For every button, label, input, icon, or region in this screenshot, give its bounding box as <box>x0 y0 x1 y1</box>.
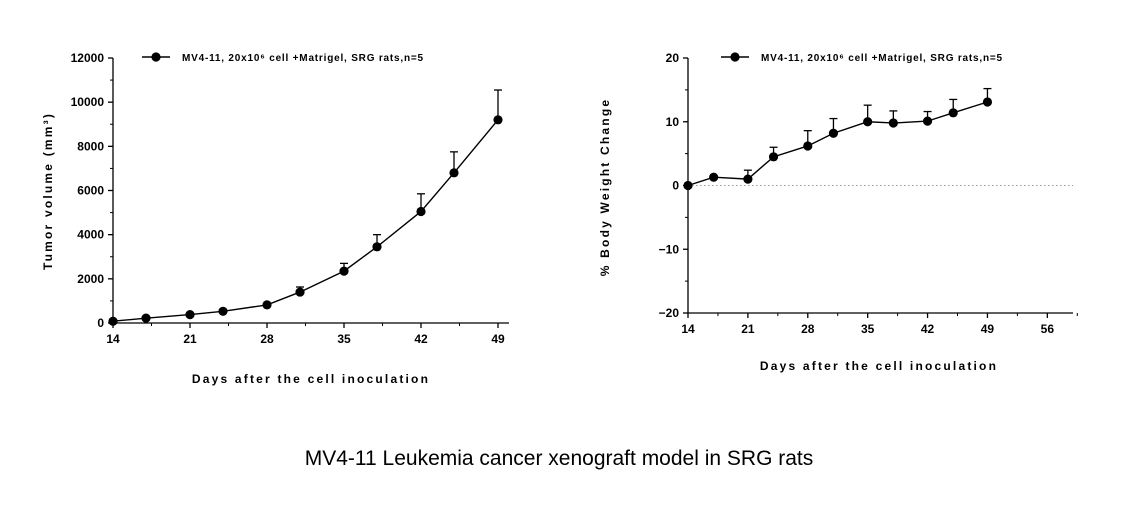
tumor-volume-x-tick-label: 28 <box>260 332 274 346</box>
body-weight-data-point <box>709 172 719 182</box>
tumor-volume-data-point <box>141 313 151 323</box>
tumor-volume-data-point <box>339 266 349 276</box>
body-weight-x-tick-label: 28 <box>801 322 815 336</box>
tumor-volume-legend-label: MV4-11, 20x10⁶ cell +Matrigel, SRG rats,… <box>182 53 424 64</box>
tumor-volume-x-tick-label: 42 <box>414 332 428 346</box>
body-weight-x-tick-label: 21 <box>741 322 755 336</box>
body-weight-x-tick-label: 42 <box>921 322 935 336</box>
body-weight-data-point <box>982 97 993 107</box>
body-weight-legend: MV4-11, 20x10⁶ cell +Matrigel, SRG rats,… <box>721 52 1003 64</box>
body-weight-data-point <box>828 128 839 138</box>
body-weight-y-tick-label: 10 <box>666 115 680 129</box>
tumor-volume-y-tick-label: 10000 <box>71 95 105 109</box>
tumor-volume-data-point <box>295 287 305 297</box>
tumor-volume-series-line <box>112 119 499 322</box>
tumor-volume-y-tick-label: 8000 <box>77 139 104 153</box>
body-weight-y-tick-label: 0 <box>672 179 679 193</box>
body-weight-data-point <box>803 141 813 151</box>
tumor-volume-x-tick-label: 35 <box>337 332 351 346</box>
body-weight-data-point <box>683 180 693 191</box>
tumor-volume-data-point <box>218 306 228 316</box>
tumor-volume-y-tick-label: 4000 <box>77 228 104 242</box>
tumor-volume-data-point <box>108 316 118 326</box>
tumor-volume-chart: Tumor volume (mm³) Days after the cell i… <box>41 51 509 386</box>
tumor-volume-legend-marker <box>151 52 161 62</box>
tumor-volume-y-tick-label: 2000 <box>77 272 104 286</box>
body-weight-x-tick-label: 14 <box>681 322 695 336</box>
tumor-volume-data-point <box>493 115 503 125</box>
tumor-volume-legend: MV4-11, 20x10⁶ cell +Matrigel, SRG rats,… <box>142 52 424 64</box>
body-weight-series-line <box>687 101 988 187</box>
tumor-volume-data-point <box>262 300 272 310</box>
tumor-volume-y-axis-label: Tumor volume (mm³) <box>41 112 55 270</box>
body-weight-y-axis-label: % Body Weight Change <box>598 98 612 276</box>
tumor-volume-y-tick-label: 6000 <box>77 184 104 198</box>
body-weight-data-point <box>863 117 873 127</box>
tumor-volume-data-point <box>372 242 382 252</box>
body-weight-x-tick-label: 56 <box>1041 322 1055 336</box>
body-weight-data-point <box>948 108 958 118</box>
tumor-volume-x-tick-label: 49 <box>491 332 505 346</box>
tumor-volume-data-point <box>449 168 459 178</box>
tumor-volume-x-axis-label: Days after the cell inoculation <box>192 372 430 386</box>
figure-caption: MV4-11 Leukemia cancer xenograft model i… <box>305 447 814 470</box>
tumor-volume-x-tick-label: 14 <box>106 332 120 346</box>
body-weight-y-tick-label: 20 <box>666 51 680 65</box>
body-weight-x-axis-label: Days after the cell inoculation <box>760 359 998 373</box>
body-weight-data-point <box>768 152 779 162</box>
body-weight-y-tick-label: −10 <box>659 242 680 256</box>
body-weight-data-point <box>922 116 933 126</box>
tumor-volume-y-tick-label: 12000 <box>71 51 105 65</box>
body-weight-data-point <box>743 174 753 184</box>
body-weight-y-tick-label: −20 <box>659 306 680 320</box>
tumor-volume-x-tick-label: 21 <box>183 332 197 346</box>
body-weight-x-tick-label: 49 <box>981 322 995 336</box>
body-weight-chart: % Body Weight Change Days after the cell… <box>598 51 1078 373</box>
body-weight-data-point <box>888 118 898 128</box>
body-weight-legend-label: MV4-11, 20x10⁶ cell +Matrigel, SRG rats,… <box>761 53 1003 64</box>
tumor-volume-y-tick-label: 0 <box>97 316 104 330</box>
tumor-volume-data-point <box>416 206 426 217</box>
tumor-volume-data-point <box>185 310 195 320</box>
body-weight-x-tick-label: 35 <box>861 322 875 336</box>
body-weight-legend-marker <box>730 52 740 62</box>
